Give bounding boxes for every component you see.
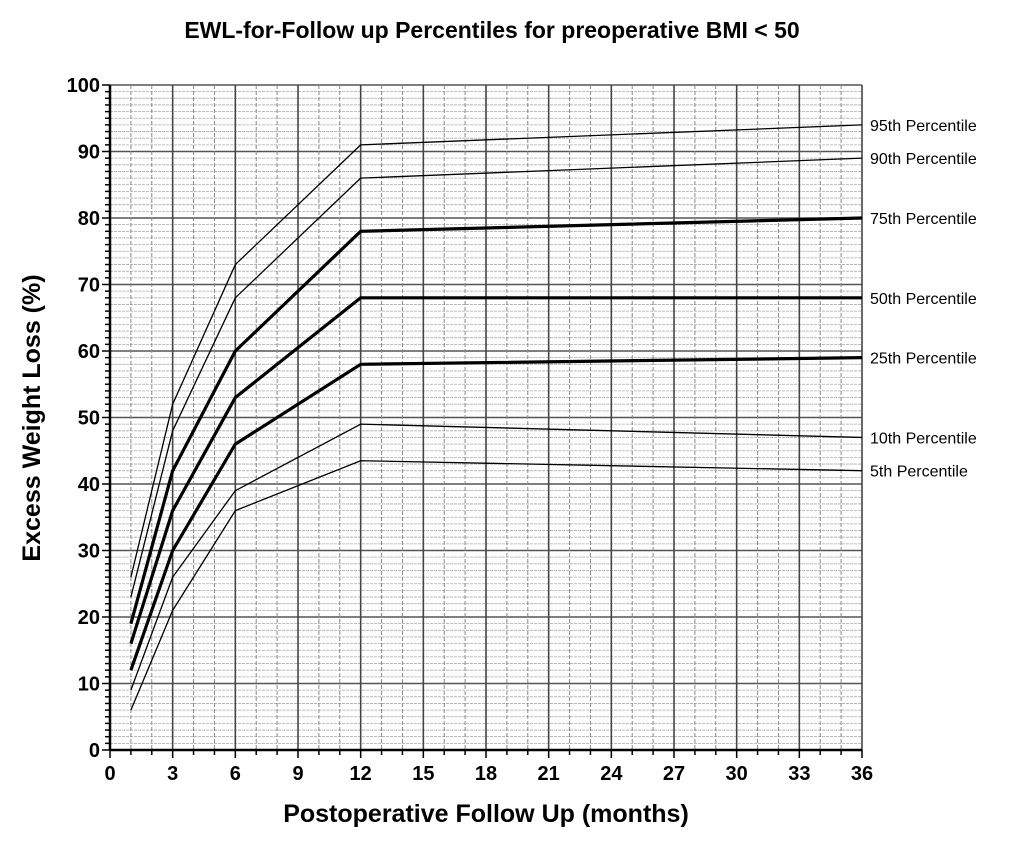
legend: 95th Percentile 90th Percentile 75th Perce… [870,118,977,481]
series-line-5th [130,460,863,711]
series-lines [129,124,863,711]
y-tick-label: 70 [78,275,100,297]
series-line-25th [129,356,863,671]
series-line-95th [130,124,863,578]
x-tick-label: 36 [851,763,873,785]
x-tick-label: 12 [350,763,372,785]
x-tick-label: 30 [726,763,748,785]
x-tick-label: 15 [412,763,434,785]
y-tick-label: 100 [67,75,100,97]
legend-label: 25th Percentile [870,351,977,368]
x-axis-label: Postoperative Follow Up (months) [283,800,689,828]
x-tick-label: 9 [292,763,303,785]
x-tick-label: 0 [104,763,115,785]
legend-label: 5th Percentile [870,464,968,481]
tick-labels: 0 3 6 9 12 15 18 21 24 27 30 33 36010203040506070809… [67,75,874,785]
series-line-90th [130,157,863,598]
y-tick-label: 60 [78,341,100,363]
x-tick-label: 3 [167,763,178,785]
y-tick-label: 80 [78,208,100,230]
series-line-50th [129,296,862,645]
y-tick-label: 50 [78,408,100,430]
y-tick-label: 0 [89,740,100,762]
x-tick-label: 24 [600,763,623,785]
x-tick-label: 27 [663,763,685,785]
x-tick-label: 18 [475,763,497,785]
series-line-10th [130,423,863,691]
series-line-75th [129,216,863,625]
legend-label: 10th Percentile [870,430,977,447]
x-tick-label: 33 [788,763,810,785]
y-tick-label: 90 [78,142,100,164]
legend-label: 95th Percentile [870,118,977,135]
legend-label: 90th Percentile [870,151,977,168]
x-tick-label: 21 [538,763,560,785]
legend-label: 50th Percentile [870,291,977,308]
y-tick-label: 40 [78,474,100,496]
grid [102,84,863,758]
chart-title: EWL-for-Follow up Percentiles for preope… [184,17,799,43]
x-tick-label: 6 [230,763,241,785]
y-tick-label: 10 [78,674,100,696]
y-axis-label: Excess Weight Loss (%) [18,274,46,561]
y-tick-label: 20 [78,607,100,629]
legend-label: 75th Percentile [870,211,977,228]
y-tick-label: 30 [78,541,100,563]
